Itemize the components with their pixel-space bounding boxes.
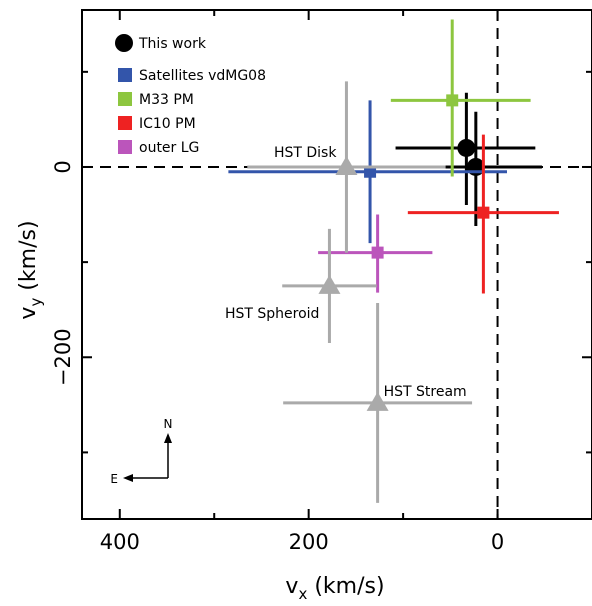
legend-item: This work <box>115 34 207 52</box>
legend-item: outer LG <box>118 140 199 156</box>
y-tick-label: 0 <box>51 160 75 173</box>
point-label: HST Stream <box>384 384 467 400</box>
data-point-circle <box>457 138 476 157</box>
series-hst <box>247 81 473 503</box>
legend-marker-square <box>118 92 132 106</box>
data-point-square <box>364 165 377 178</box>
y-tick-label: −200 <box>51 328 75 386</box>
series-satellites-vdmg08 <box>228 100 507 244</box>
legend-label: This work <box>138 36 207 52</box>
legend-label: Satellites vdMG08 <box>139 68 266 84</box>
series-outer-lg <box>318 214 433 293</box>
data-point-square <box>477 206 490 219</box>
series-m33-pm <box>390 19 531 177</box>
point-labels: HST Disk HST Spheroid HST Stream <box>225 145 467 400</box>
point-label: HST Spheroid <box>225 306 319 322</box>
x-tick-label: 200 <box>289 530 329 554</box>
x-tick-label: 0 <box>491 530 504 554</box>
plot-frame <box>81 9 592 520</box>
legend-item: IC10 PM <box>118 116 196 132</box>
legend-label: M33 PM <box>139 92 194 108</box>
legend-label: outer LG <box>139 140 199 156</box>
compass-north-arrowhead <box>164 433 172 443</box>
axis-ticks: 400 200 0 0 −200 <box>51 10 592 554</box>
series-this-work <box>395 92 542 226</box>
data-point-square <box>446 94 459 107</box>
reference-lines <box>82 10 592 519</box>
y-axis-label: vy (km/s) <box>16 220 45 319</box>
legend-label: IC10 PM <box>139 116 196 132</box>
data-point-triangle <box>335 155 358 175</box>
legend-marker-circle <box>115 34 133 52</box>
point-label: HST Disk <box>274 145 337 161</box>
legend-marker-square <box>118 68 132 82</box>
data-point-square <box>371 246 384 259</box>
legend-item: Satellites vdMG08 <box>118 68 266 84</box>
compass-east-label: E <box>110 472 118 486</box>
compass-north-label: N <box>164 417 173 431</box>
legend-marker-square <box>118 116 132 130</box>
data-point-triangle <box>366 391 389 411</box>
series-ic10-pm <box>407 134 559 294</box>
x-tick-label: 400 <box>100 530 140 554</box>
legend-item: M33 PM <box>118 92 194 108</box>
compass-east-arrowhead <box>123 474 133 482</box>
data-series <box>228 19 559 503</box>
compass-indicator: NE <box>110 417 172 486</box>
legend: This work Satellites vdMG08 M33 PM IC10 PM o… <box>115 34 266 156</box>
legend-marker-square <box>118 140 132 154</box>
data-point-triangle <box>318 274 341 294</box>
x-axis-label: vx (km/s) <box>285 574 384 603</box>
